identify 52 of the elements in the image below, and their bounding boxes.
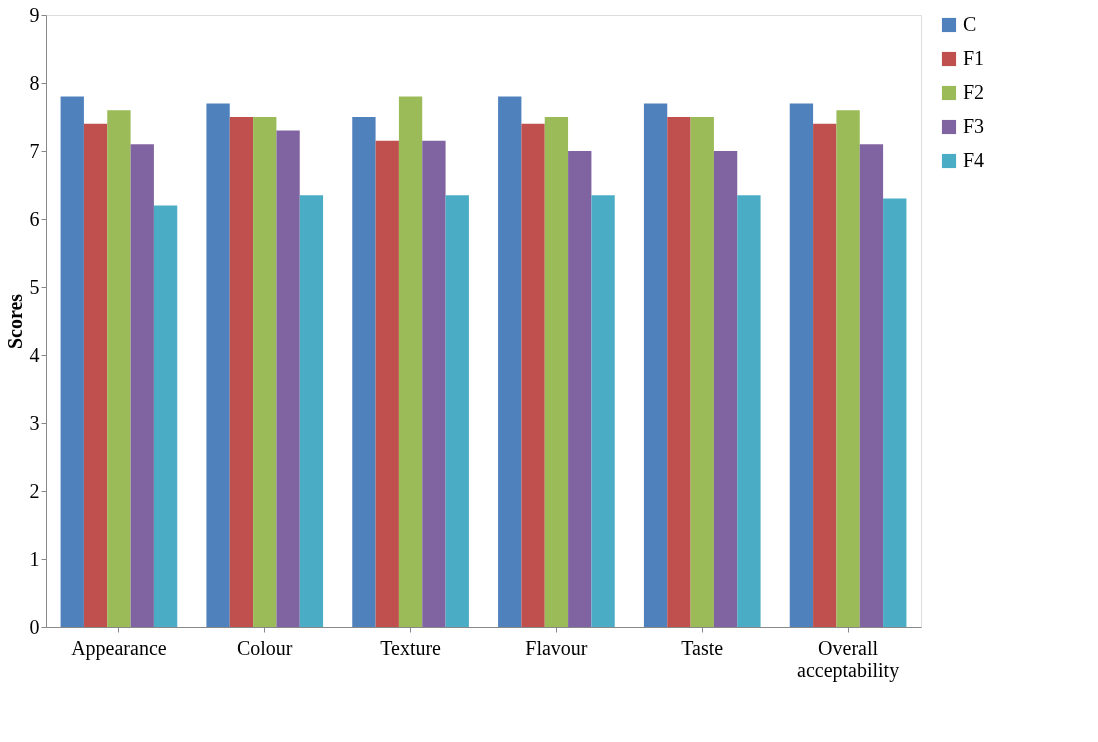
y-tick-label: 0 [29,615,40,638]
bar [813,123,837,627]
bar [130,144,154,627]
bar [544,117,569,627]
bar [591,195,615,627]
y-tick-label: 8 [29,71,40,94]
bar [859,144,884,627]
bar [107,110,131,627]
legend-label: C [963,13,977,35]
y-tick-label: 2 [29,479,40,502]
legend-label: F4 [963,149,985,171]
bar [153,205,178,627]
bar [643,103,668,627]
bar [498,96,522,627]
x-tick-label: Overall acceptability [797,636,900,682]
bar [375,140,399,627]
bar [568,151,592,627]
y-tick-label: 5 [29,275,40,298]
x-tick-label: Flavour [525,636,588,659]
bar [445,195,469,627]
y-tick-label: 6 [29,207,40,230]
y-tick-label: 4 [29,343,40,366]
y-tick-label: 3 [29,411,40,434]
bar [398,96,423,627]
bar [299,195,324,627]
bar [276,130,300,627]
bar [83,123,108,627]
bar [422,140,446,627]
x-tick-label: Appearance [71,636,167,660]
y-axis-title: Scores [3,293,26,350]
bar [253,117,277,627]
bar [521,123,545,627]
bar [883,198,907,627]
bar [60,96,84,627]
x-tick-label: Colour [236,636,293,659]
bar [713,151,738,627]
y-tick-label: 7 [29,139,40,162]
legend-label: F1 [963,47,985,69]
bar [836,110,860,627]
bar [789,103,814,627]
legend-label: F3 [963,115,985,137]
legend-label: F2 [963,81,985,103]
bar [352,117,376,627]
x-tick-label: Taste [681,636,724,659]
bar [206,103,230,627]
bar [690,117,714,627]
y-tick-label: 1 [29,547,40,570]
bar [737,195,761,627]
bar [229,117,254,627]
bar [667,117,691,627]
x-tick-label: Texture [380,636,442,659]
y-tick-label: 9 [29,3,40,26]
